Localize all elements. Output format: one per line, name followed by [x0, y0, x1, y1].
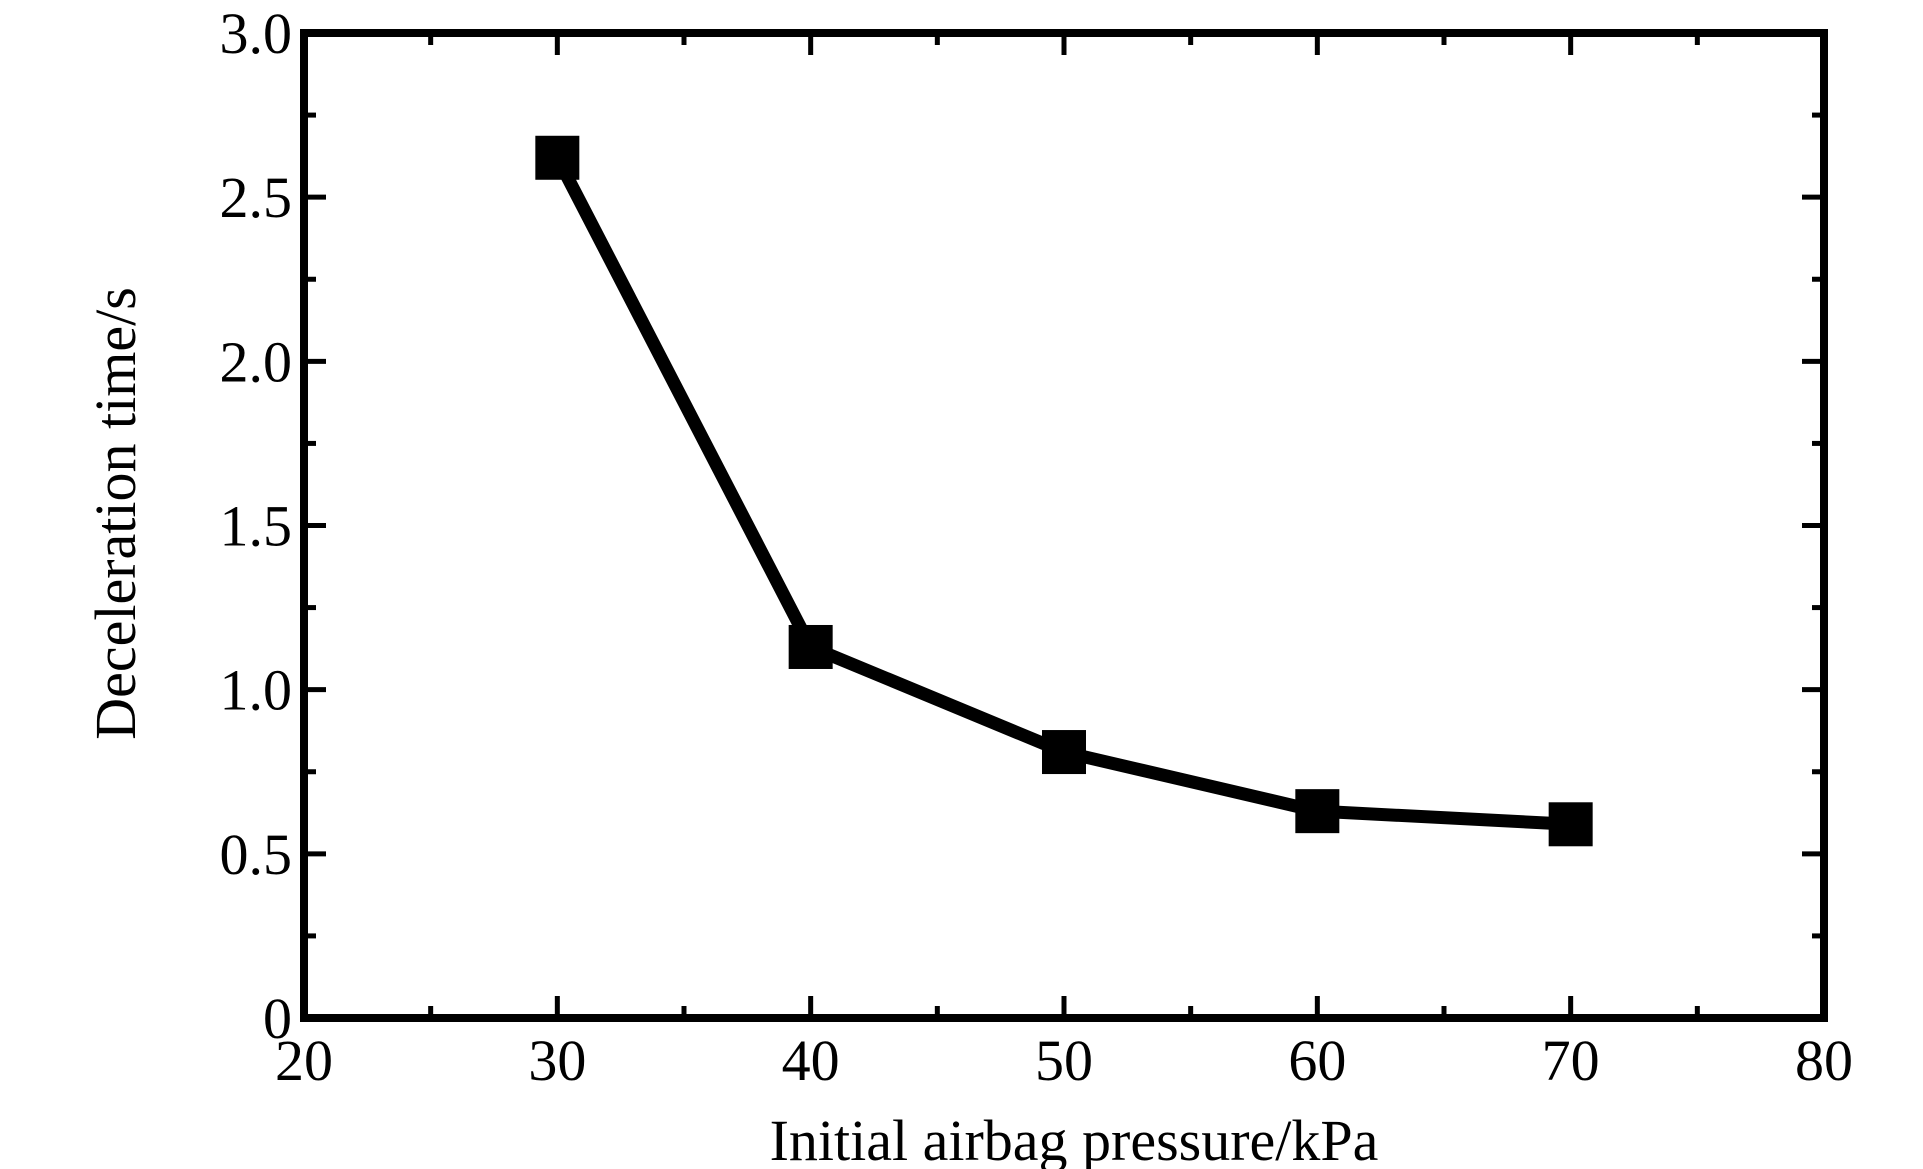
- x-axis-label: Initial airbag pressure/kPa: [770, 1108, 1379, 1169]
- y-tick-label: 0.5: [220, 822, 293, 887]
- y-tick-label: 1.0: [220, 658, 293, 723]
- x-tick-label: 70: [1542, 1028, 1600, 1093]
- x-tick-label: 80: [1795, 1028, 1853, 1093]
- x-tick-label: 40: [782, 1028, 840, 1093]
- y-axis-label: Deceleration time/s: [83, 287, 148, 740]
- data-point-marker: [535, 135, 580, 180]
- y-tick-label: 1.5: [220, 494, 293, 559]
- plot-frame: [300, 29, 1828, 1022]
- data-point-marker: [1042, 730, 1086, 775]
- series-line: [551, 154, 1572, 831]
- x-tick-label: 50: [1035, 1028, 1093, 1093]
- y-tick-label: 3.0: [220, 1, 293, 66]
- x-tick-label: 20: [275, 1028, 333, 1093]
- data-point-marker: [788, 624, 833, 669]
- tick-labels-layer: 20 30 40 50 60 70 80 0 0.5 1.0 1.5 2.0 2.5 3.0: [220, 1, 1854, 1093]
- series-layer: [535, 135, 1593, 847]
- y-tick-label: 2.5: [220, 165, 293, 230]
- ticks-layer: [301, 30, 1827, 1021]
- x-tick-label: 30: [528, 1028, 586, 1093]
- data-point-marker: [1295, 789, 1340, 834]
- y-tick-label: 0: [263, 986, 292, 1051]
- y-tick-label: 2.0: [220, 329, 293, 394]
- data-point-marker: [1548, 802, 1593, 847]
- x-tick-label: 60: [1288, 1028, 1346, 1093]
